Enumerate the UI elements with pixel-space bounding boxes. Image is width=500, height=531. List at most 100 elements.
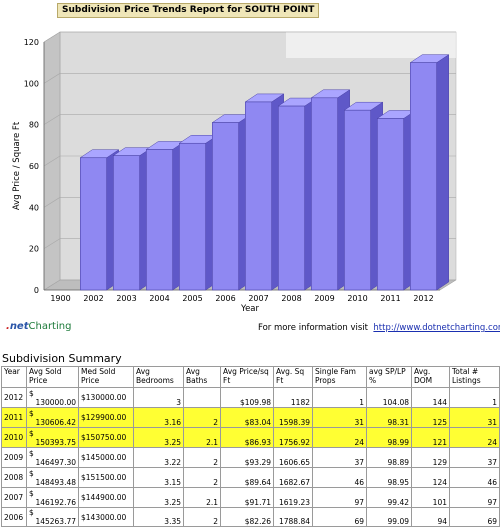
chart-title: Subdivision Price Trends Report for SOUT… xyxy=(57,3,320,18)
avg-baths-cell: 2.1 xyxy=(183,487,221,508)
currency-symbol: $ xyxy=(29,429,34,438)
single-fam-props-cell: 37 xyxy=(312,447,367,468)
logo-charting: Charting xyxy=(28,321,72,332)
more-info-link[interactable]: http://www.dotnetcharting.com xyxy=(373,323,500,333)
avg-price-sqft-cell: $82.26 xyxy=(220,507,274,527)
y-tick-label: 80 xyxy=(29,121,39,130)
x-tick-label: 2005 xyxy=(182,294,202,303)
header-cell: Avg Baths xyxy=(183,366,221,388)
avg-sp-lp-cell: 104.08 xyxy=(366,387,412,408)
header-cell: Avg Bedrooms xyxy=(133,366,184,388)
avg-bedrooms-cell: 3.25 xyxy=(133,487,184,508)
y-axis-label: Avg Price / Square Ft xyxy=(12,121,22,210)
single-fam-props-cell: 69 xyxy=(312,507,367,527)
x-tick-label: 1900 xyxy=(50,294,70,303)
year-cell: 2010 xyxy=(1,427,27,448)
bar xyxy=(245,101,273,291)
y-tick-label: 20 xyxy=(29,245,39,254)
total-listings-cell: 37 xyxy=(449,447,500,468)
bar-side xyxy=(436,54,449,291)
currency-symbol: $ xyxy=(29,489,34,498)
bar xyxy=(376,118,404,291)
total-listings-cell: 24 xyxy=(449,427,500,448)
x-tick-label: 2004 xyxy=(149,294,169,303)
med-sold-price-cell: $143000.00 xyxy=(78,507,134,527)
chart-canvas: 0 20 40 60 80 100 120 1900 2002 2003 2004 2005 2006 2… xyxy=(12,31,457,314)
avg-sqft-cell: 1606.65 xyxy=(273,447,313,468)
avg-baths-cell xyxy=(183,387,221,408)
summary-table: Year Avg Sold Price Med Sold Price Avg B… xyxy=(1,366,500,527)
avg-price-sqft-cell: $89.64 xyxy=(220,467,274,488)
avg-dom-cell: 144 xyxy=(411,387,450,408)
total-listings-cell: 1 xyxy=(449,387,500,408)
avg-sold-price-cell: $130606.42 xyxy=(26,407,79,428)
table-row: 2011 $130606.42 $129900.00 3.16 2 $83.04 1598.… xyxy=(1,407,500,428)
avg-price-sqft-cell: $109.98 xyxy=(220,387,274,408)
avg-bedrooms-cell: 3.22 xyxy=(133,447,184,468)
avg-baths-cell: 2 xyxy=(183,467,221,488)
cell-value: 145263.77 xyxy=(35,517,76,526)
dotnetcharting-logo[interactable]: .netCharting xyxy=(6,321,71,332)
header-cell: Med Sold Price xyxy=(78,366,134,388)
table-row: 2006 $145263.77 $143000.00 3.35 2 $82.26 1788.… xyxy=(1,507,500,527)
header-cell: Total # Listings xyxy=(449,366,500,388)
avg-price-sqft-cell: $93.29 xyxy=(220,447,274,468)
bar xyxy=(310,97,338,291)
cell-value: 148493.48 xyxy=(35,478,76,487)
currency-symbol: $ xyxy=(29,409,34,418)
price-trend-chart: 0 20 40 60 80 100 120 1900 2002 2003 2004 2005 2006 2… xyxy=(12,3,457,314)
table-row: 2007 $146192.76 $144900.00 3.25 2.1 $91.71 161… xyxy=(1,487,500,508)
total-listings-cell: 46 xyxy=(449,467,500,488)
avg-sold-price-cell: $130000.00 xyxy=(26,387,79,408)
bar xyxy=(277,105,305,291)
avg-sp-lp-cell: 99.42 xyxy=(366,487,412,508)
avg-baths-cell: 2 xyxy=(183,507,221,527)
avg-sqft-cell: 1756.92 xyxy=(273,427,313,448)
avg-price-sqft-cell: $83.04 xyxy=(220,407,274,428)
header-cell: Single Fam Props xyxy=(312,366,367,388)
year-cell: 2008 xyxy=(1,467,27,488)
summary-body: 2012 $130000.00 $130000.00 3 $109.98 1182 1 104… xyxy=(1,387,500,527)
med-sold-price-cell: $144900.00 xyxy=(78,487,134,508)
avg-dom-cell: 124 xyxy=(411,467,450,488)
avg-dom-cell: 121 xyxy=(411,427,450,448)
single-fam-props-cell: 97 xyxy=(312,487,367,508)
avg-sold-price-cell: $146497.30 xyxy=(26,447,79,468)
x-tick-label: 2010 xyxy=(347,294,367,303)
avg-bedrooms-cell: 3.35 xyxy=(133,507,184,527)
med-sold-price-cell: $151500.00 xyxy=(78,467,134,488)
bar xyxy=(409,62,437,291)
y-tick-label: 0 xyxy=(34,286,39,295)
avg-sold-price-cell: $150393.75 xyxy=(26,427,79,448)
x-tick-label: 2009 xyxy=(314,294,334,303)
cell-value: 146497.30 xyxy=(35,458,76,467)
plot-highlight xyxy=(286,32,456,58)
avg-sqft-cell: 1182 xyxy=(273,387,313,408)
avg-baths-cell: 2 xyxy=(183,407,221,428)
avg-sold-price-cell: $145263.77 xyxy=(26,507,79,527)
avg-price-sqft-cell: $91.71 xyxy=(220,487,274,508)
single-fam-props-cell: 46 xyxy=(312,467,367,488)
table-row: 2010 $150393.75 $150750.00 3.25 2.1 $86.93 175… xyxy=(1,427,500,448)
more-info: For more information visit http://www.do… xyxy=(258,323,500,333)
avg-bedrooms-cell: 3.25 xyxy=(133,427,184,448)
avg-bedrooms-cell: 3.15 xyxy=(133,467,184,488)
avg-sold-price-cell: $148493.48 xyxy=(26,467,79,488)
chart-footer: .netCharting For more information visit … xyxy=(0,318,500,340)
avg-price-sqft-cell: $86.93 xyxy=(220,427,274,448)
x-tick-label: 2006 xyxy=(215,294,235,303)
table-row: 2008 $148493.48 $151500.00 3.15 2 $89.64 1682.… xyxy=(1,467,500,488)
x-tick-label: 2003 xyxy=(116,294,136,303)
x-axis-label: Year xyxy=(240,304,260,314)
header-cell: Avg Price/sq Ft xyxy=(220,366,274,388)
bar xyxy=(179,142,207,291)
bar xyxy=(80,157,108,291)
total-listings-cell: 69 xyxy=(449,507,500,527)
avg-sqft-cell: 1788.84 xyxy=(273,507,313,527)
avg-sp-lp-cell: 98.95 xyxy=(366,467,412,488)
year-cell: 2011 xyxy=(1,407,27,428)
currency-symbol: $ xyxy=(29,449,34,458)
bar xyxy=(212,122,240,291)
y-tick-label: 100 xyxy=(24,79,39,88)
y-tick-label: 60 xyxy=(29,162,39,171)
